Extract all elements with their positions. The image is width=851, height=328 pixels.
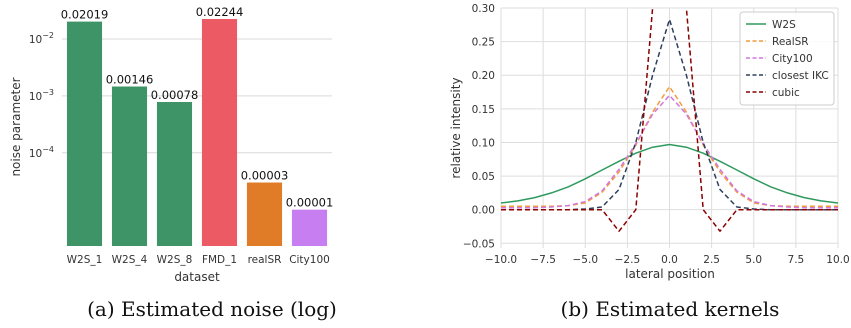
line-y-axis-label: relative intensity (449, 77, 463, 178)
bar (156, 102, 193, 246)
line-x-tick-label: −5.0 (573, 254, 599, 266)
line-x-tick-label: 2.5 (703, 254, 720, 266)
bar-value-label: 0.00003 (241, 169, 289, 183)
bar-y-tick-label: 10−3 (29, 88, 54, 103)
line-x-tick-label: 5.0 (745, 254, 762, 266)
bar-value-label: 0.00001 (286, 196, 334, 210)
line-x-tick-label: −10.0 (485, 254, 517, 266)
legend-label: City100 (772, 53, 813, 65)
line-y-tick-label: 0.10 (472, 137, 495, 149)
bar (201, 18, 238, 247)
line-y-tick-label: 0.05 (472, 171, 495, 183)
bar-chart-plot-area (62, 8, 332, 246)
series-line-city100 (501, 94, 838, 209)
line-x-tick-label: −7.5 (530, 254, 556, 266)
line-y-tick-label: 0.15 (472, 104, 495, 116)
line-x-tick-label: 7.5 (788, 254, 805, 266)
series-line-cubic (501, 8, 838, 232)
bar-x-tick-label: realSR (248, 254, 282, 266)
line-y-ticks: −0.05 0.00 0.05 0.10 0.15 0.20 0.25 0.30 (463, 3, 495, 250)
line-series (501, 8, 838, 232)
bar-x-tick-label: FMD_1 (202, 254, 237, 266)
line-x-tick-label: 10.0 (826, 254, 849, 266)
bar-y-tick-label: 10−4 (29, 145, 54, 160)
line-x-tick-label: −2.5 (615, 254, 641, 266)
legend-label: W2S (772, 19, 796, 31)
line-x-tick-label: 0.0 (661, 254, 678, 266)
legend-box (739, 11, 835, 106)
bar-x-axis-label: dataset (174, 270, 220, 284)
bar (246, 182, 283, 246)
series-line-w2s (501, 143, 838, 204)
line-chart-panel: −0.050.000.050.100.150.200.250.30 −10.0−… (449, 3, 850, 281)
bar-y-ticks: 10−2 10−3 10−4 (29, 31, 54, 160)
line-y-tick-label: 0.25 (472, 37, 495, 49)
bar (66, 21, 103, 246)
line-y-tick-label: 0.20 (472, 70, 495, 82)
line-x-axis-label: lateral position (625, 267, 715, 281)
line-y-tick-label: −0.05 (463, 238, 495, 250)
bar-value-label: 0.00078 (151, 88, 199, 102)
bar (291, 209, 328, 246)
bar-series (66, 18, 328, 247)
bar-x-tick-label: W2S_8 (157, 254, 193, 266)
bar-x-tick-label: W2S_1 (67, 254, 103, 266)
line-y-tick-label: 0.30 (472, 3, 495, 15)
bar-x-ticks: W2S_1 W2S_4 W2S_8 FMD_1 realSR City100 (67, 254, 330, 266)
bar-y-tick-label: 10−2 (29, 31, 54, 46)
bar (111, 86, 148, 246)
legend-label: closest IKC (772, 70, 829, 82)
bar-y-axis-label: noise parameter (9, 77, 23, 176)
line-legend: W2S RealSR City100 closest IKC cubic (739, 11, 835, 106)
bar-x-tick-label: City100 (289, 254, 330, 266)
bar-value-label: 0.00146 (106, 73, 154, 87)
caption-left: (a) Estimated noise (log) (87, 297, 337, 321)
line-y-tick-label: 0.00 (472, 205, 495, 217)
legend-label: cubic (772, 87, 800, 99)
bar-chart-gridlines (62, 38, 332, 154)
caption-right: (b) Estimated kernels (561, 297, 780, 321)
legend-label: RealSR (772, 36, 809, 48)
bar-value-label: 0.02019 (61, 8, 109, 22)
bar-value-label: 0.02244 (196, 5, 244, 19)
bar-x-tick-label: W2S_4 (112, 254, 148, 266)
line-x-ticks: −10.0 −7.5 −5.0 −2.5 0.0 2.5 5.0 7.5 10.0 (485, 254, 850, 266)
